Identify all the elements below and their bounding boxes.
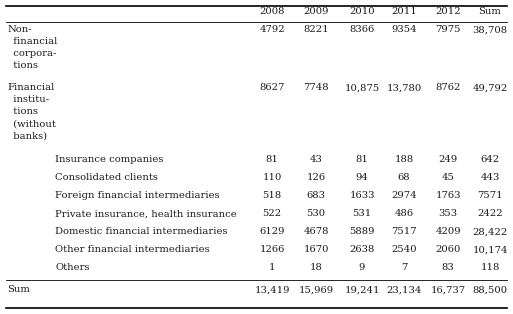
Text: 530: 530 — [306, 209, 326, 219]
Text: 19,241: 19,241 — [344, 285, 380, 295]
Text: Consolidated clients: Consolidated clients — [55, 174, 158, 182]
Text: 38,708: 38,708 — [472, 25, 507, 35]
Text: 4792: 4792 — [259, 25, 285, 35]
Text: 2974: 2974 — [391, 192, 417, 201]
Text: 23,134: 23,134 — [386, 285, 422, 295]
Text: 1: 1 — [269, 263, 275, 273]
Text: financial: financial — [7, 37, 57, 46]
Text: Insurance companies: Insurance companies — [55, 155, 163, 165]
Text: 28,422: 28,422 — [472, 228, 508, 236]
Text: 45: 45 — [442, 174, 455, 182]
Text: Sum: Sum — [479, 8, 501, 17]
Text: 2422: 2422 — [477, 209, 503, 219]
Text: corpora-: corpora- — [7, 50, 56, 58]
Text: 10,875: 10,875 — [344, 84, 380, 93]
Text: 18: 18 — [309, 263, 323, 273]
Text: 15,969: 15,969 — [299, 285, 333, 295]
Text: 2638: 2638 — [349, 246, 374, 255]
Text: 2011: 2011 — [391, 8, 417, 17]
Text: institu-: institu- — [7, 95, 49, 105]
Text: 353: 353 — [439, 209, 458, 219]
Text: 16,737: 16,737 — [430, 285, 466, 295]
Text: 8627: 8627 — [259, 84, 285, 93]
Text: 8366: 8366 — [349, 25, 374, 35]
Text: 7748: 7748 — [303, 84, 329, 93]
Text: tions: tions — [7, 107, 38, 116]
Text: 1670: 1670 — [303, 246, 329, 255]
Text: Other financial intermediaries: Other financial intermediaries — [55, 246, 210, 255]
Text: Financial: Financial — [7, 84, 54, 93]
Text: 522: 522 — [263, 209, 282, 219]
Text: 2540: 2540 — [391, 246, 417, 255]
Text: 7517: 7517 — [391, 228, 417, 236]
Text: 1266: 1266 — [259, 246, 285, 255]
Text: Foreign financial intermediaries: Foreign financial intermediaries — [55, 192, 220, 201]
Text: 13,419: 13,419 — [254, 285, 290, 295]
Text: banks): banks) — [7, 132, 47, 140]
Text: 88,500: 88,500 — [472, 285, 507, 295]
Text: 10,174: 10,174 — [472, 246, 508, 255]
Text: 1633: 1633 — [349, 192, 375, 201]
Text: tions: tions — [7, 62, 38, 71]
Text: 531: 531 — [352, 209, 371, 219]
Text: 2010: 2010 — [349, 8, 375, 17]
Text: 7: 7 — [401, 263, 407, 273]
Text: 2009: 2009 — [303, 8, 329, 17]
Text: 8762: 8762 — [436, 84, 461, 93]
Text: 4678: 4678 — [303, 228, 329, 236]
Text: 683: 683 — [306, 192, 326, 201]
Text: Private insurance, health insurance: Private insurance, health insurance — [55, 209, 237, 219]
Text: Domestic financial intermediaries: Domestic financial intermediaries — [55, 228, 227, 236]
Text: 8221: 8221 — [303, 25, 329, 35]
Text: 43: 43 — [309, 155, 323, 165]
Text: 83: 83 — [442, 263, 455, 273]
Text: 9: 9 — [359, 263, 365, 273]
Text: Non-: Non- — [7, 25, 32, 35]
Text: 2008: 2008 — [259, 8, 285, 17]
Text: 7571: 7571 — [477, 192, 503, 201]
Text: 5889: 5889 — [349, 228, 375, 236]
Text: 443: 443 — [480, 174, 500, 182]
Text: Others: Others — [55, 263, 89, 273]
Text: 188: 188 — [394, 155, 413, 165]
Text: 7975: 7975 — [435, 25, 461, 35]
Text: 13,780: 13,780 — [386, 84, 422, 93]
Text: 94: 94 — [356, 174, 368, 182]
Text: 642: 642 — [481, 155, 500, 165]
Text: 6129: 6129 — [259, 228, 285, 236]
Text: 118: 118 — [480, 263, 500, 273]
Text: 486: 486 — [394, 209, 413, 219]
Text: 4209: 4209 — [435, 228, 461, 236]
Text: 2060: 2060 — [436, 246, 461, 255]
Text: 81: 81 — [356, 155, 368, 165]
Text: 1763: 1763 — [435, 192, 461, 201]
Text: 2012: 2012 — [435, 8, 461, 17]
Text: 518: 518 — [262, 192, 282, 201]
Text: (without: (without — [7, 120, 56, 128]
Text: 110: 110 — [262, 174, 282, 182]
Text: 126: 126 — [306, 174, 326, 182]
Text: 249: 249 — [439, 155, 458, 165]
Text: 49,792: 49,792 — [472, 84, 508, 93]
Text: Sum: Sum — [7, 285, 30, 295]
Text: 81: 81 — [266, 155, 279, 165]
Text: 68: 68 — [398, 174, 410, 182]
Text: 9354: 9354 — [391, 25, 417, 35]
